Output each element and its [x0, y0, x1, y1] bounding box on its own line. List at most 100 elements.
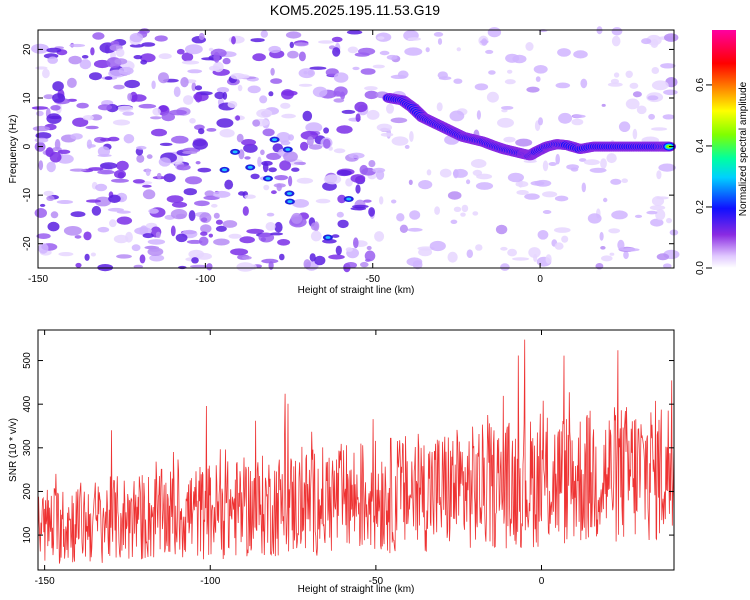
noise-blob: [439, 168, 452, 178]
noise-blob: [214, 91, 225, 100]
noise-blob: [280, 102, 291, 109]
noise-blob: [291, 212, 303, 224]
noise-blob: [125, 231, 133, 243]
colorbar-tick-label: 0.0: [695, 261, 706, 275]
colorbar-ticks: 0.0 0.2 0.4 0.6: [695, 78, 712, 275]
noise-blob: [166, 195, 184, 203]
noise-blob: [291, 167, 300, 172]
noise-blob: [171, 135, 189, 144]
noise-blob: [557, 48, 571, 57]
noise-blob: [191, 82, 197, 92]
noise-blob: [200, 224, 212, 234]
noise-blob: [579, 158, 587, 162]
noise-blob: [603, 197, 608, 203]
noise-blob: [180, 77, 189, 88]
noise-blob: [434, 206, 440, 215]
noise-blob: [558, 112, 573, 124]
spectrogram-y-axis-label: Frequency (Hz): [8, 115, 19, 184]
noise-blob: [118, 66, 134, 75]
noise-blob: [151, 128, 167, 137]
noise-blob: [185, 44, 203, 55]
noise-blob: [236, 133, 244, 143]
noise-blob: [176, 164, 191, 171]
noise-blob: [461, 204, 469, 213]
noise-blob: [374, 231, 385, 242]
noise-blob: [308, 144, 323, 150]
noise-blob: [386, 103, 394, 114]
noise-blob: [333, 148, 346, 154]
noise-blob: [651, 67, 660, 74]
noise-blob: [168, 109, 187, 116]
noise-blob: [176, 48, 185, 55]
noise-blob: [72, 117, 89, 128]
noise-blob: [486, 91, 499, 103]
x-tick-label: -100: [200, 576, 220, 587]
noise-blob: [215, 219, 223, 225]
noise-blob: [213, 212, 220, 219]
noise-blob: [526, 86, 540, 93]
noise-blob: [230, 248, 249, 256]
noise-blob: [266, 152, 282, 160]
noise-blob: [309, 66, 327, 70]
noise-blob: [197, 167, 212, 173]
noise-blob: [42, 68, 50, 79]
noise-blob: [215, 225, 227, 232]
noise-blob: [618, 121, 631, 132]
noise-blob: [625, 98, 640, 110]
noise-blob: [611, 35, 621, 47]
y-tick-label: 100: [22, 526, 33, 543]
noise-blob: [129, 32, 144, 43]
noise-blob: [354, 101, 368, 113]
noise-blob: [265, 222, 276, 231]
noise-blob: [268, 45, 282, 54]
y-tick-label: 200: [22, 483, 33, 500]
noise-blob: [70, 211, 86, 218]
noise-blob: [250, 38, 265, 43]
noise-blob: [649, 205, 666, 211]
noise-blob: [70, 133, 83, 140]
noise-blob: [107, 207, 124, 212]
noise-blob: [130, 94, 147, 102]
noise-blob: [323, 174, 342, 185]
noise-blob: [260, 30, 268, 38]
noise-blob: [573, 50, 588, 59]
noise-blob: [368, 160, 376, 168]
noise-blob: [474, 83, 489, 91]
noise-blob: [291, 199, 309, 208]
noise-blob: [323, 138, 331, 149]
noise-blob: [216, 118, 234, 128]
noise-blob: [418, 180, 433, 190]
noise-blob: [38, 160, 44, 171]
noise-blob: [154, 35, 168, 42]
noise-blob: [127, 93, 132, 101]
noise-blob: [621, 178, 628, 183]
noise-blob: [360, 261, 369, 268]
noise-blob: [191, 257, 199, 264]
noise-blob: [272, 138, 278, 142]
noise-blob: [211, 203, 218, 208]
noise-blob: [140, 59, 148, 65]
noise-blob: [97, 170, 115, 175]
noise-blob: [500, 263, 510, 271]
noise-blob: [115, 48, 125, 57]
noise-blob: [364, 86, 378, 91]
noise-blob: [407, 37, 421, 41]
noise-blob: [404, 144, 410, 149]
noise-blob: [587, 213, 602, 224]
noise-blob: [632, 128, 638, 140]
noise-blob: [222, 220, 238, 228]
noise-blob: [134, 227, 153, 235]
noise-blob: [212, 190, 231, 198]
noise-blob: [336, 169, 352, 177]
noise-blob: [39, 203, 46, 207]
noise-blob: [239, 236, 255, 244]
noise-blob: [344, 262, 357, 269]
noise-blob: [247, 85, 261, 94]
noise-blob: [200, 217, 208, 222]
noise-blob: [241, 139, 256, 146]
snr-y-ticks: 100 200 300 400 500: [22, 352, 674, 543]
noise-blob: [636, 105, 647, 115]
noise-blob: [90, 252, 96, 257]
noise-blob: [554, 227, 571, 233]
